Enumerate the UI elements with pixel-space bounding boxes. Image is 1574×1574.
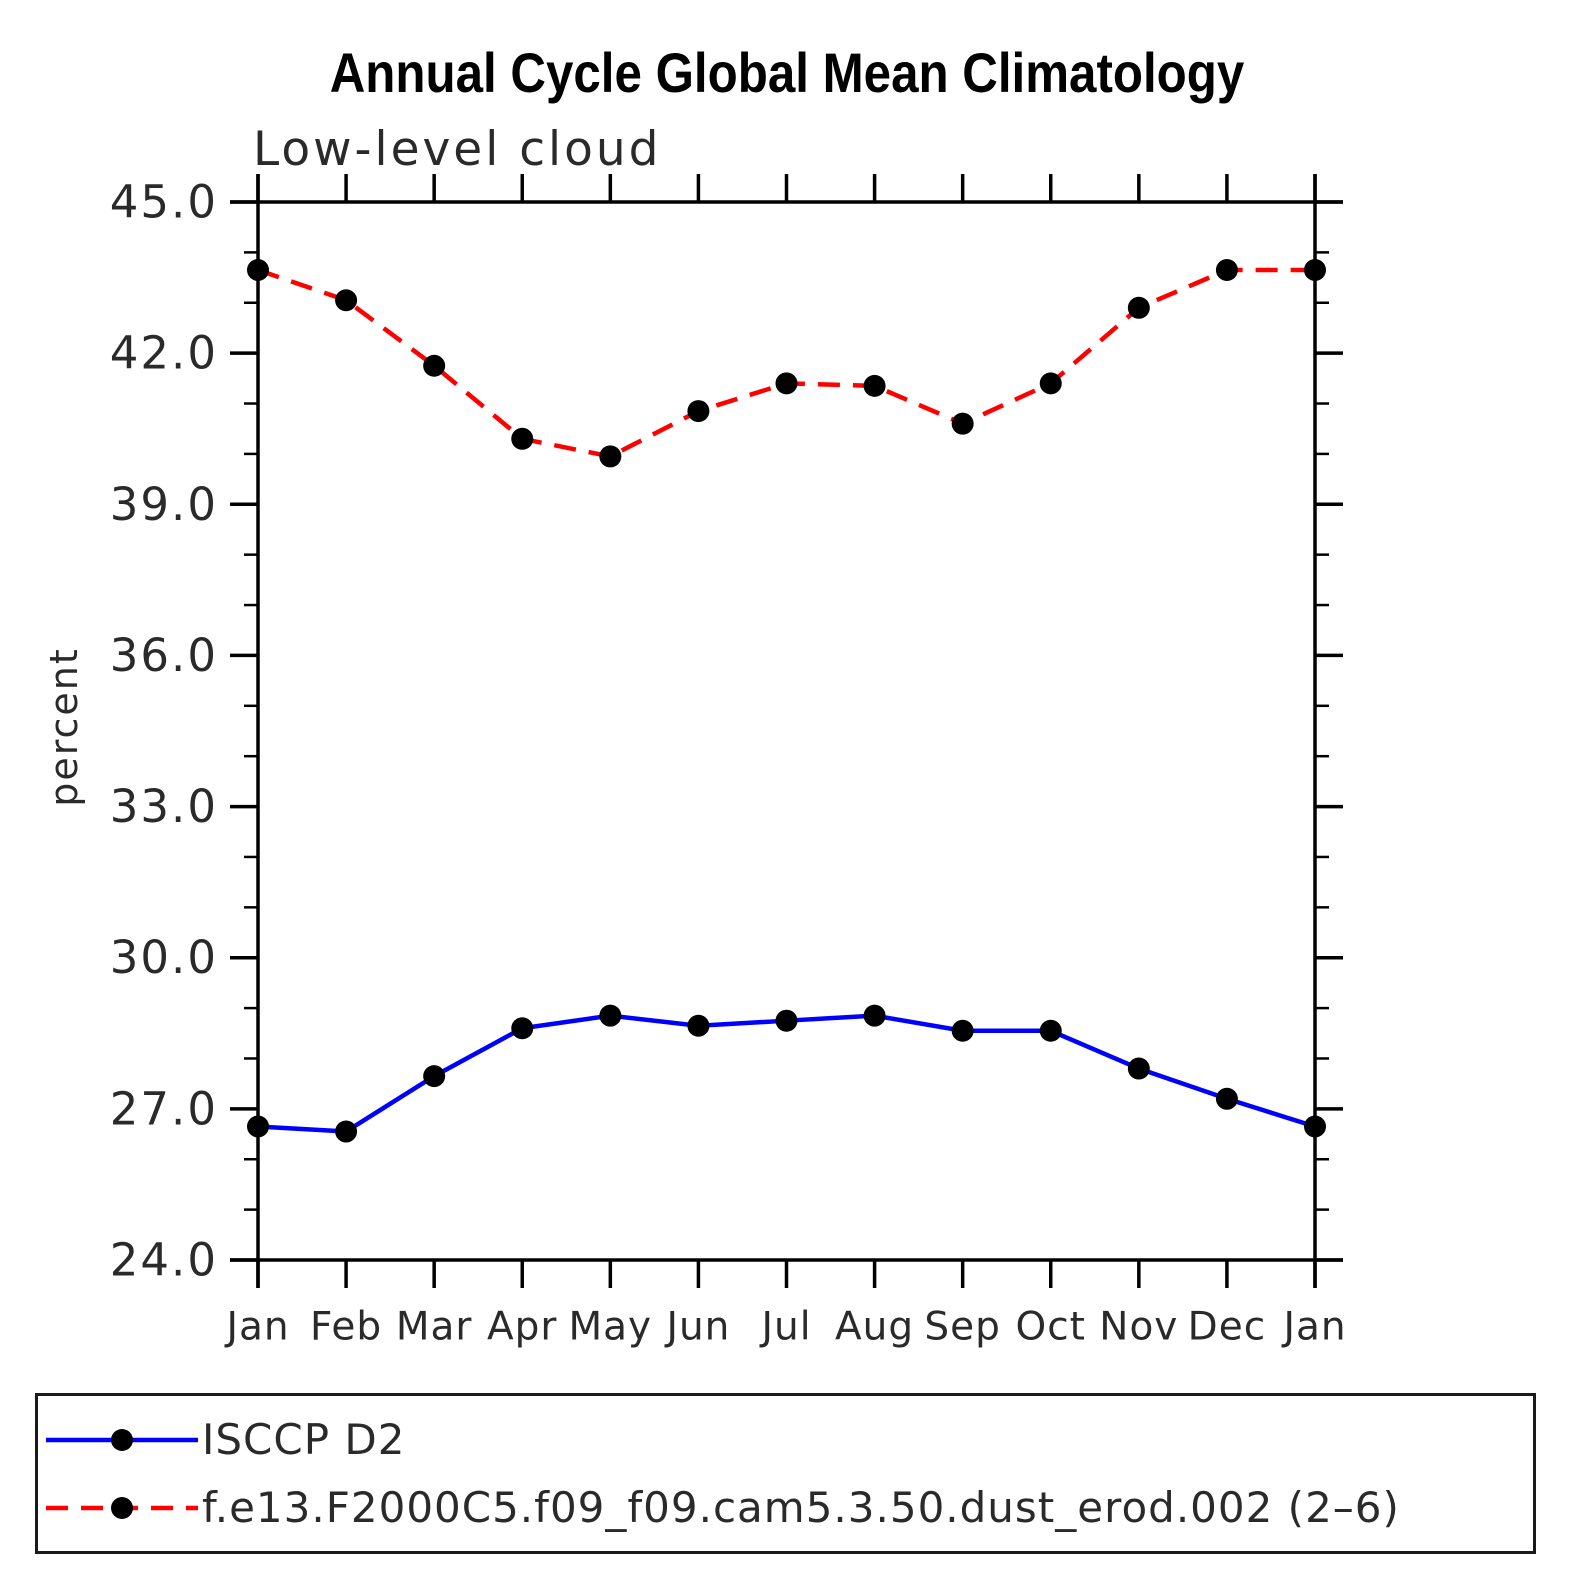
data-point-marker xyxy=(511,427,534,450)
data-point-marker xyxy=(1215,1087,1238,1110)
x-tick-label: Aug xyxy=(835,1305,914,1350)
x-tick-label: Jul xyxy=(758,1305,811,1350)
legend-sample-dashed xyxy=(46,1496,198,1519)
legend-sample-solid xyxy=(46,1428,198,1451)
data-point-marker xyxy=(599,1004,622,1027)
data-point-marker xyxy=(423,354,446,377)
y-tick-label: 42.0 xyxy=(110,327,218,380)
y-tick-label: 45.0 xyxy=(110,176,218,229)
series-line-0 xyxy=(257,1013,1316,1134)
data-point-marker xyxy=(951,1019,974,1042)
legend-label-model: f.e13.F2000C5.f09_f09.cam5.3.50.dust_ero… xyxy=(202,1483,1400,1532)
data-point-marker xyxy=(247,1115,269,1138)
data-point-marker xyxy=(511,1017,534,1040)
legend-item-model: f.e13.F2000C5.f09_f09.cam5.3.50.dust_ero… xyxy=(42,1483,1533,1532)
data-point-marker xyxy=(775,372,798,395)
data-point-marker xyxy=(687,1014,710,1037)
x-tick-label: Dec xyxy=(1188,1305,1266,1350)
y-tick-label: 36.0 xyxy=(110,629,218,682)
x-tick-label: Apr xyxy=(487,1305,557,1350)
y-tick-label: 39.0 xyxy=(110,478,218,531)
x-tick-label: Jan xyxy=(223,1305,289,1350)
y-tick-label: 24.0 xyxy=(110,1234,218,1287)
x-tick-label: Sep xyxy=(924,1305,1001,1350)
x-tick-label: Mar xyxy=(396,1305,473,1350)
chart-title: Annual Cycle Global Mean Climatology xyxy=(329,41,1245,104)
plot-area: 24.0 27.0 30.0 33.0 36.0 39.0 42.0 45.0 Jan Feb Ma… xyxy=(110,174,1346,1350)
x-tick-label: Jun xyxy=(663,1305,730,1350)
data-point-marker xyxy=(951,412,974,435)
data-point-marker xyxy=(863,1004,886,1027)
x-tick-label: Nov xyxy=(1099,1305,1178,1350)
data-point-marker xyxy=(335,289,358,312)
data-point-marker xyxy=(247,259,269,282)
data-point-marker xyxy=(1127,296,1150,319)
chart-subtitle: Low-level cloud xyxy=(253,122,662,177)
data-point-marker xyxy=(1039,372,1062,395)
y-tick-label: 33.0 xyxy=(110,780,218,833)
legend: ISCCP D2 f.e13.F2000C5.f09_f09.cam5.3.50… xyxy=(35,1393,1536,1554)
data-point-marker xyxy=(423,1065,446,1088)
legend-item-isccp: ISCCP D2 xyxy=(42,1415,1533,1464)
y-tick-label: 30.0 xyxy=(110,931,218,984)
data-point-marker xyxy=(687,400,710,423)
data-point-marker xyxy=(775,1009,798,1032)
data-point-marker xyxy=(1304,259,1326,282)
y-tick-label: 27.0 xyxy=(110,1082,218,1135)
data-point-marker xyxy=(1304,1115,1326,1138)
x-tick-label: Oct xyxy=(1016,1305,1086,1350)
data-point-marker xyxy=(335,1120,358,1143)
x-tick-label: Jan xyxy=(1280,1305,1346,1350)
x-tick-label: Feb xyxy=(310,1305,382,1350)
x-tick-label: May xyxy=(569,1305,653,1350)
legend-label-isccp: ISCCP D2 xyxy=(202,1415,406,1464)
data-point-marker xyxy=(863,374,886,397)
data-point-marker xyxy=(1039,1019,1062,1042)
series-line-1 xyxy=(257,267,1315,459)
data-point-marker xyxy=(599,445,622,468)
legend-marker-icon xyxy=(111,1496,133,1519)
legend-marker-icon xyxy=(111,1428,133,1451)
data-point-marker xyxy=(1215,259,1238,282)
data-point-marker xyxy=(1127,1057,1150,1080)
